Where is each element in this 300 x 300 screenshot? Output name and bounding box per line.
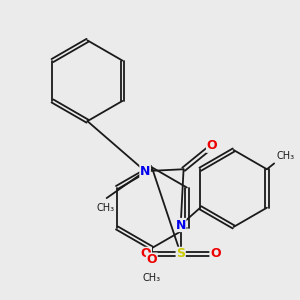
Text: CH₃: CH₃ bbox=[96, 203, 114, 213]
Text: N: N bbox=[176, 218, 186, 232]
Text: N: N bbox=[140, 165, 150, 178]
Text: O: O bbox=[141, 248, 152, 260]
Text: S: S bbox=[176, 248, 185, 260]
Text: CH₃: CH₃ bbox=[143, 273, 161, 283]
Text: O: O bbox=[146, 253, 157, 266]
Text: CH₃: CH₃ bbox=[277, 151, 295, 160]
Text: O: O bbox=[206, 139, 217, 152]
Text: O: O bbox=[210, 248, 220, 260]
